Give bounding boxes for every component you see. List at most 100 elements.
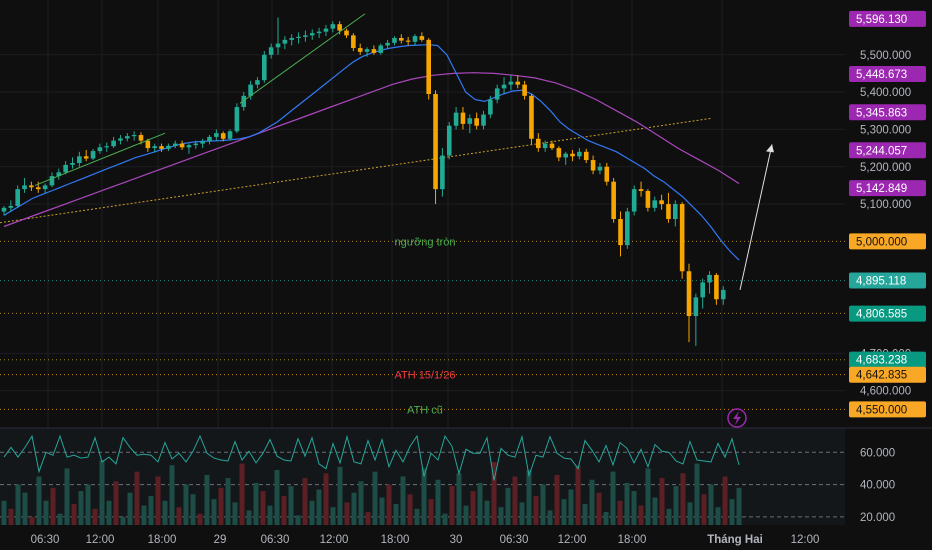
candle-body (337, 24, 342, 31)
volume-bar (379, 497, 385, 525)
volume-bar (8, 508, 14, 525)
candle-body (234, 107, 240, 132)
candle-body (275, 43, 281, 48)
volume-bar (365, 512, 371, 525)
candle-body (494, 88, 500, 100)
volume-bar (274, 470, 280, 525)
volume-bar (330, 507, 336, 525)
candle-body (707, 274, 712, 283)
volume-bar (589, 479, 595, 525)
candle-body (70, 163, 75, 165)
volume-bar (22, 492, 28, 525)
volume-bar (309, 500, 315, 525)
x-tick-label: 18:00 (381, 534, 410, 546)
candle-body (262, 54, 267, 81)
candle-body (296, 36, 301, 38)
candle-body (399, 37, 404, 41)
price-tag-label: 4,642.835 (856, 370, 907, 382)
candle-body (700, 282, 705, 298)
candle-body (316, 31, 322, 34)
candle-body (604, 166, 610, 182)
candle-body (583, 151, 589, 161)
candle-body (659, 200, 664, 205)
trend-annotation-2 (239, 13, 366, 104)
candle-body (392, 37, 397, 43)
volume-bar (1, 500, 7, 525)
volume-bar (302, 478, 308, 525)
price-tag (849, 351, 926, 368)
volume-bar (680, 473, 686, 525)
volume-bar (78, 491, 84, 525)
oscillator-line (3, 434, 740, 481)
volume-bar (617, 500, 623, 525)
volume-bar (386, 484, 392, 525)
candle-body (282, 39, 288, 44)
volume-bar (253, 482, 259, 525)
candle-body (323, 28, 329, 32)
candle-body (193, 143, 199, 146)
candle-body (515, 81, 521, 85)
x-tick-label: 18:00 (618, 534, 647, 546)
volume-bar (407, 494, 413, 525)
candle-body (666, 204, 671, 219)
sub-y-tick-label: 60.000 (860, 447, 895, 459)
volume-bar (547, 510, 553, 525)
y-tick-label: 5,300.000 (860, 124, 911, 136)
volume-bar (491, 461, 497, 525)
candle-body (556, 148, 562, 158)
volume-bar (561, 499, 567, 525)
candle-body (166, 145, 171, 149)
candle-body (35, 187, 41, 190)
volume-bar (106, 500, 112, 525)
volume-bar (316, 489, 322, 525)
candle-body (453, 112, 459, 126)
volume-bar (414, 508, 420, 525)
volume-bar (428, 499, 434, 525)
candle-body (104, 146, 110, 148)
candle-body (220, 133, 226, 139)
price-tag-label: 5,345.863 (856, 107, 907, 119)
volume-bar (43, 500, 49, 525)
x-tick-label: 12:00 (320, 534, 349, 546)
sub-y-tick-label: 40.000 (860, 480, 895, 492)
volume-bar (344, 502, 350, 525)
candle-body (686, 271, 692, 317)
volume-bar (484, 500, 490, 525)
candle-body (303, 35, 308, 37)
volume-bar (92, 508, 98, 525)
candle-body (125, 136, 130, 139)
candle-body (255, 80, 260, 85)
volume-bar (526, 470, 532, 525)
candle-body (720, 289, 726, 300)
volume-bar (498, 507, 504, 525)
candle-body (467, 118, 473, 124)
volume-bar (715, 507, 721, 525)
volume-bar (666, 508, 672, 525)
volume-bar (540, 484, 546, 525)
volume-bar (645, 468, 651, 525)
candle-body (179, 143, 185, 148)
volume-bar (211, 499, 217, 525)
volume-bar (267, 505, 273, 525)
y-tick-label: 5,200.000 (860, 162, 911, 174)
volume-bar (372, 471, 378, 525)
candle-body (63, 164, 68, 173)
candle-body (426, 39, 431, 94)
volume-bar (631, 491, 637, 525)
candle-body (536, 138, 541, 149)
candle-body (652, 200, 658, 208)
volume-bar (225, 478, 231, 525)
volume-bar (323, 473, 329, 525)
candle-body (77, 156, 82, 164)
volume-bar (610, 471, 616, 525)
lightning-icon (727, 408, 747, 428)
price-tag (849, 65, 926, 82)
volume-bar (421, 468, 427, 525)
volume-bar (120, 516, 126, 525)
candle-body (1, 207, 7, 212)
volume-bar (337, 466, 343, 525)
candle-body (405, 40, 411, 42)
candle-body (645, 191, 651, 208)
candle-body (357, 48, 363, 52)
volume-bar (687, 502, 693, 525)
